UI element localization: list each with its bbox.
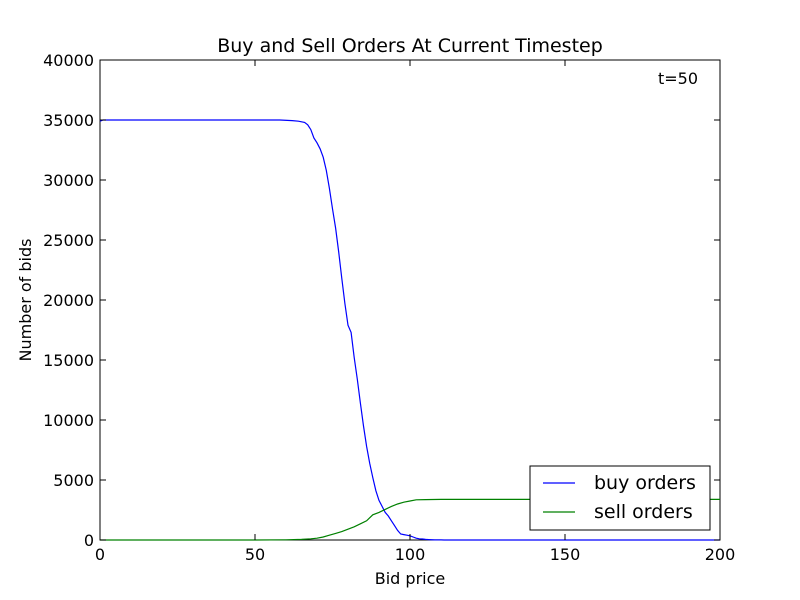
y-tick-label: 15000 (43, 351, 94, 370)
y-tick-label: 0 (84, 531, 94, 550)
x-tick-label: 50 (245, 545, 265, 564)
y-tick-label: 10000 (43, 411, 94, 430)
y-tick-label: 40000 (43, 51, 94, 70)
plot-area (99, 59, 721, 541)
y-tick-label: 20000 (43, 291, 94, 310)
timestep-annotation: t=50 (658, 69, 698, 88)
y-tick-label: 30000 (43, 171, 94, 190)
y-tick-label: 25000 (43, 231, 94, 250)
y-tick-label: 35000 (43, 111, 94, 130)
y-tick-label: 5000 (53, 471, 94, 490)
chart-title: Buy and Sell Orders At Current Timestep (217, 35, 603, 57)
legend-label-sell: sell orders (594, 501, 693, 523)
legend-label-buy: buy orders (594, 472, 696, 494)
ticks-layer: 0 50 100 150 200 0 5000 10000 15000 20000 25000 300… (43, 51, 735, 564)
x-tick-label: 0 (95, 545, 105, 564)
plot-frame (99, 59, 721, 541)
x-tick-label: 150 (550, 545, 581, 564)
legend-box (529, 465, 711, 531)
y-axis-title: Number of bids (16, 239, 35, 362)
x-tick-label: 100 (395, 545, 426, 564)
x-axis-title: Bid price (375, 569, 445, 588)
series-layer (99, 119, 720, 541)
x-tick-label: 200 (705, 545, 736, 564)
series-line-buy (99, 119, 720, 541)
legend: buy orders sell orders (529, 465, 711, 531)
series-line-sell (100, 498, 720, 541)
